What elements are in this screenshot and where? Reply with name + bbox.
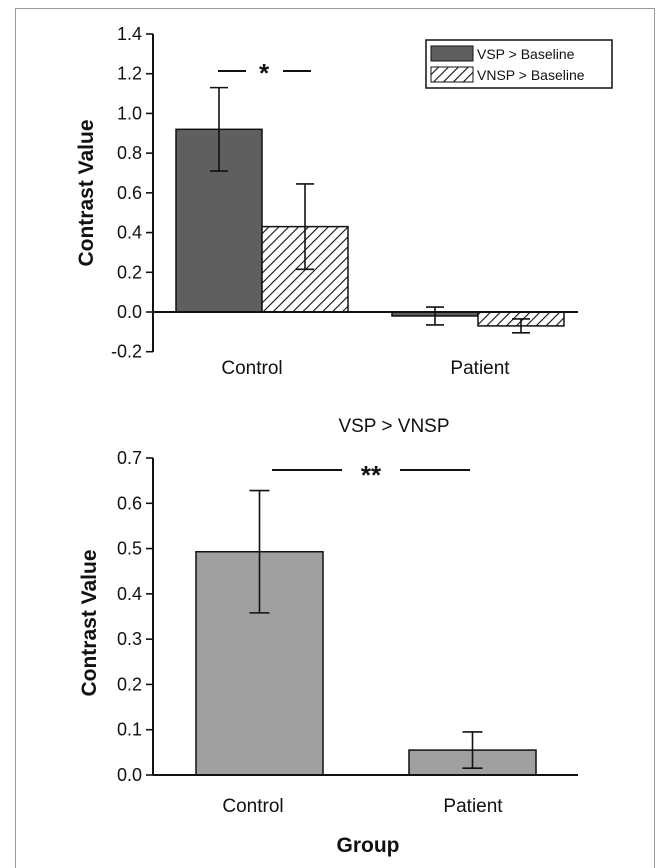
figure-frame [15, 8, 655, 868]
top-y-tick-label: 0.2 [117, 262, 142, 282]
bottom-y-tick-label: 0.5 [117, 539, 142, 559]
top-y-ticks: -0.2 0.0 0.2 0.4 0.6 0.8 1.0 1.2 1.4 [111, 24, 153, 362]
bottom-x-axis-label: Group [337, 834, 400, 857]
top-y-axis-label: Contrast Value [75, 119, 98, 266]
top-y-tick-label: 0.8 [117, 143, 142, 163]
top-significance-marker: * [259, 58, 270, 88]
top-chart: Contrast Value -0.2 0.0 0.2 0.4 0.6 0.8 1.0 1.2… [75, 24, 613, 379]
bottom-y-tick-label: 0.3 [117, 629, 142, 649]
top-y-tick-label: -0.2 [111, 342, 142, 362]
bottom-significance: ** [272, 460, 470, 490]
bottom-y-tick-label: 0.1 [117, 720, 142, 740]
top-bars [175, 86, 565, 334]
bottom-chart-title: VSP > VNSP [338, 416, 449, 437]
bottom-y-ticks: 0.0 0.1 0.2 0.3 0.4 0.5 0.6 0.7 [117, 448, 153, 785]
top-significance: * [218, 58, 311, 88]
legend-swatch-vnsp [430, 66, 474, 83]
top-y-tick-label: 0.6 [117, 183, 142, 203]
bottom-bars [195, 489, 537, 776]
top-y-tick-label: 1.0 [117, 103, 142, 123]
bottom-significance-marker: ** [361, 460, 382, 490]
bottom-y-tick-label: 0.0 [117, 765, 142, 785]
top-y-tick-label: 0.0 [117, 302, 142, 322]
bottom-y-tick-label: 0.2 [117, 674, 142, 694]
top-y-tick-label: 0.4 [117, 223, 142, 243]
bottom-y-tick-label: 0.4 [117, 584, 142, 604]
top-category-labels: Control Patient [221, 358, 510, 379]
legend-label-vsp: VSP > Baseline [477, 46, 575, 62]
top-y-tick-label: 1.2 [117, 64, 142, 84]
bottom-category-label-patient: Patient [443, 796, 503, 817]
bottom-y-tick-label: 0.6 [117, 493, 142, 513]
legend-swatch-vsp [430, 45, 474, 62]
bottom-y-tick-label: 0.7 [117, 448, 142, 468]
legend: VSP > Baseline VNSP > Baseline [425, 39, 613, 89]
bottom-y-axis-label: Contrast Value [78, 549, 101, 696]
top-y-tick-label: 1.4 [117, 24, 142, 44]
bottom-category-label-control: Control [222, 796, 283, 817]
legend-label-vnsp: VNSP > Baseline [477, 67, 585, 83]
top-category-label-patient: Patient [450, 358, 510, 379]
top-category-label-control: Control [221, 358, 282, 379]
bottom-chart: VSP > VNSP Contrast Value 0.00.10.20.30.… [78, 416, 578, 857]
